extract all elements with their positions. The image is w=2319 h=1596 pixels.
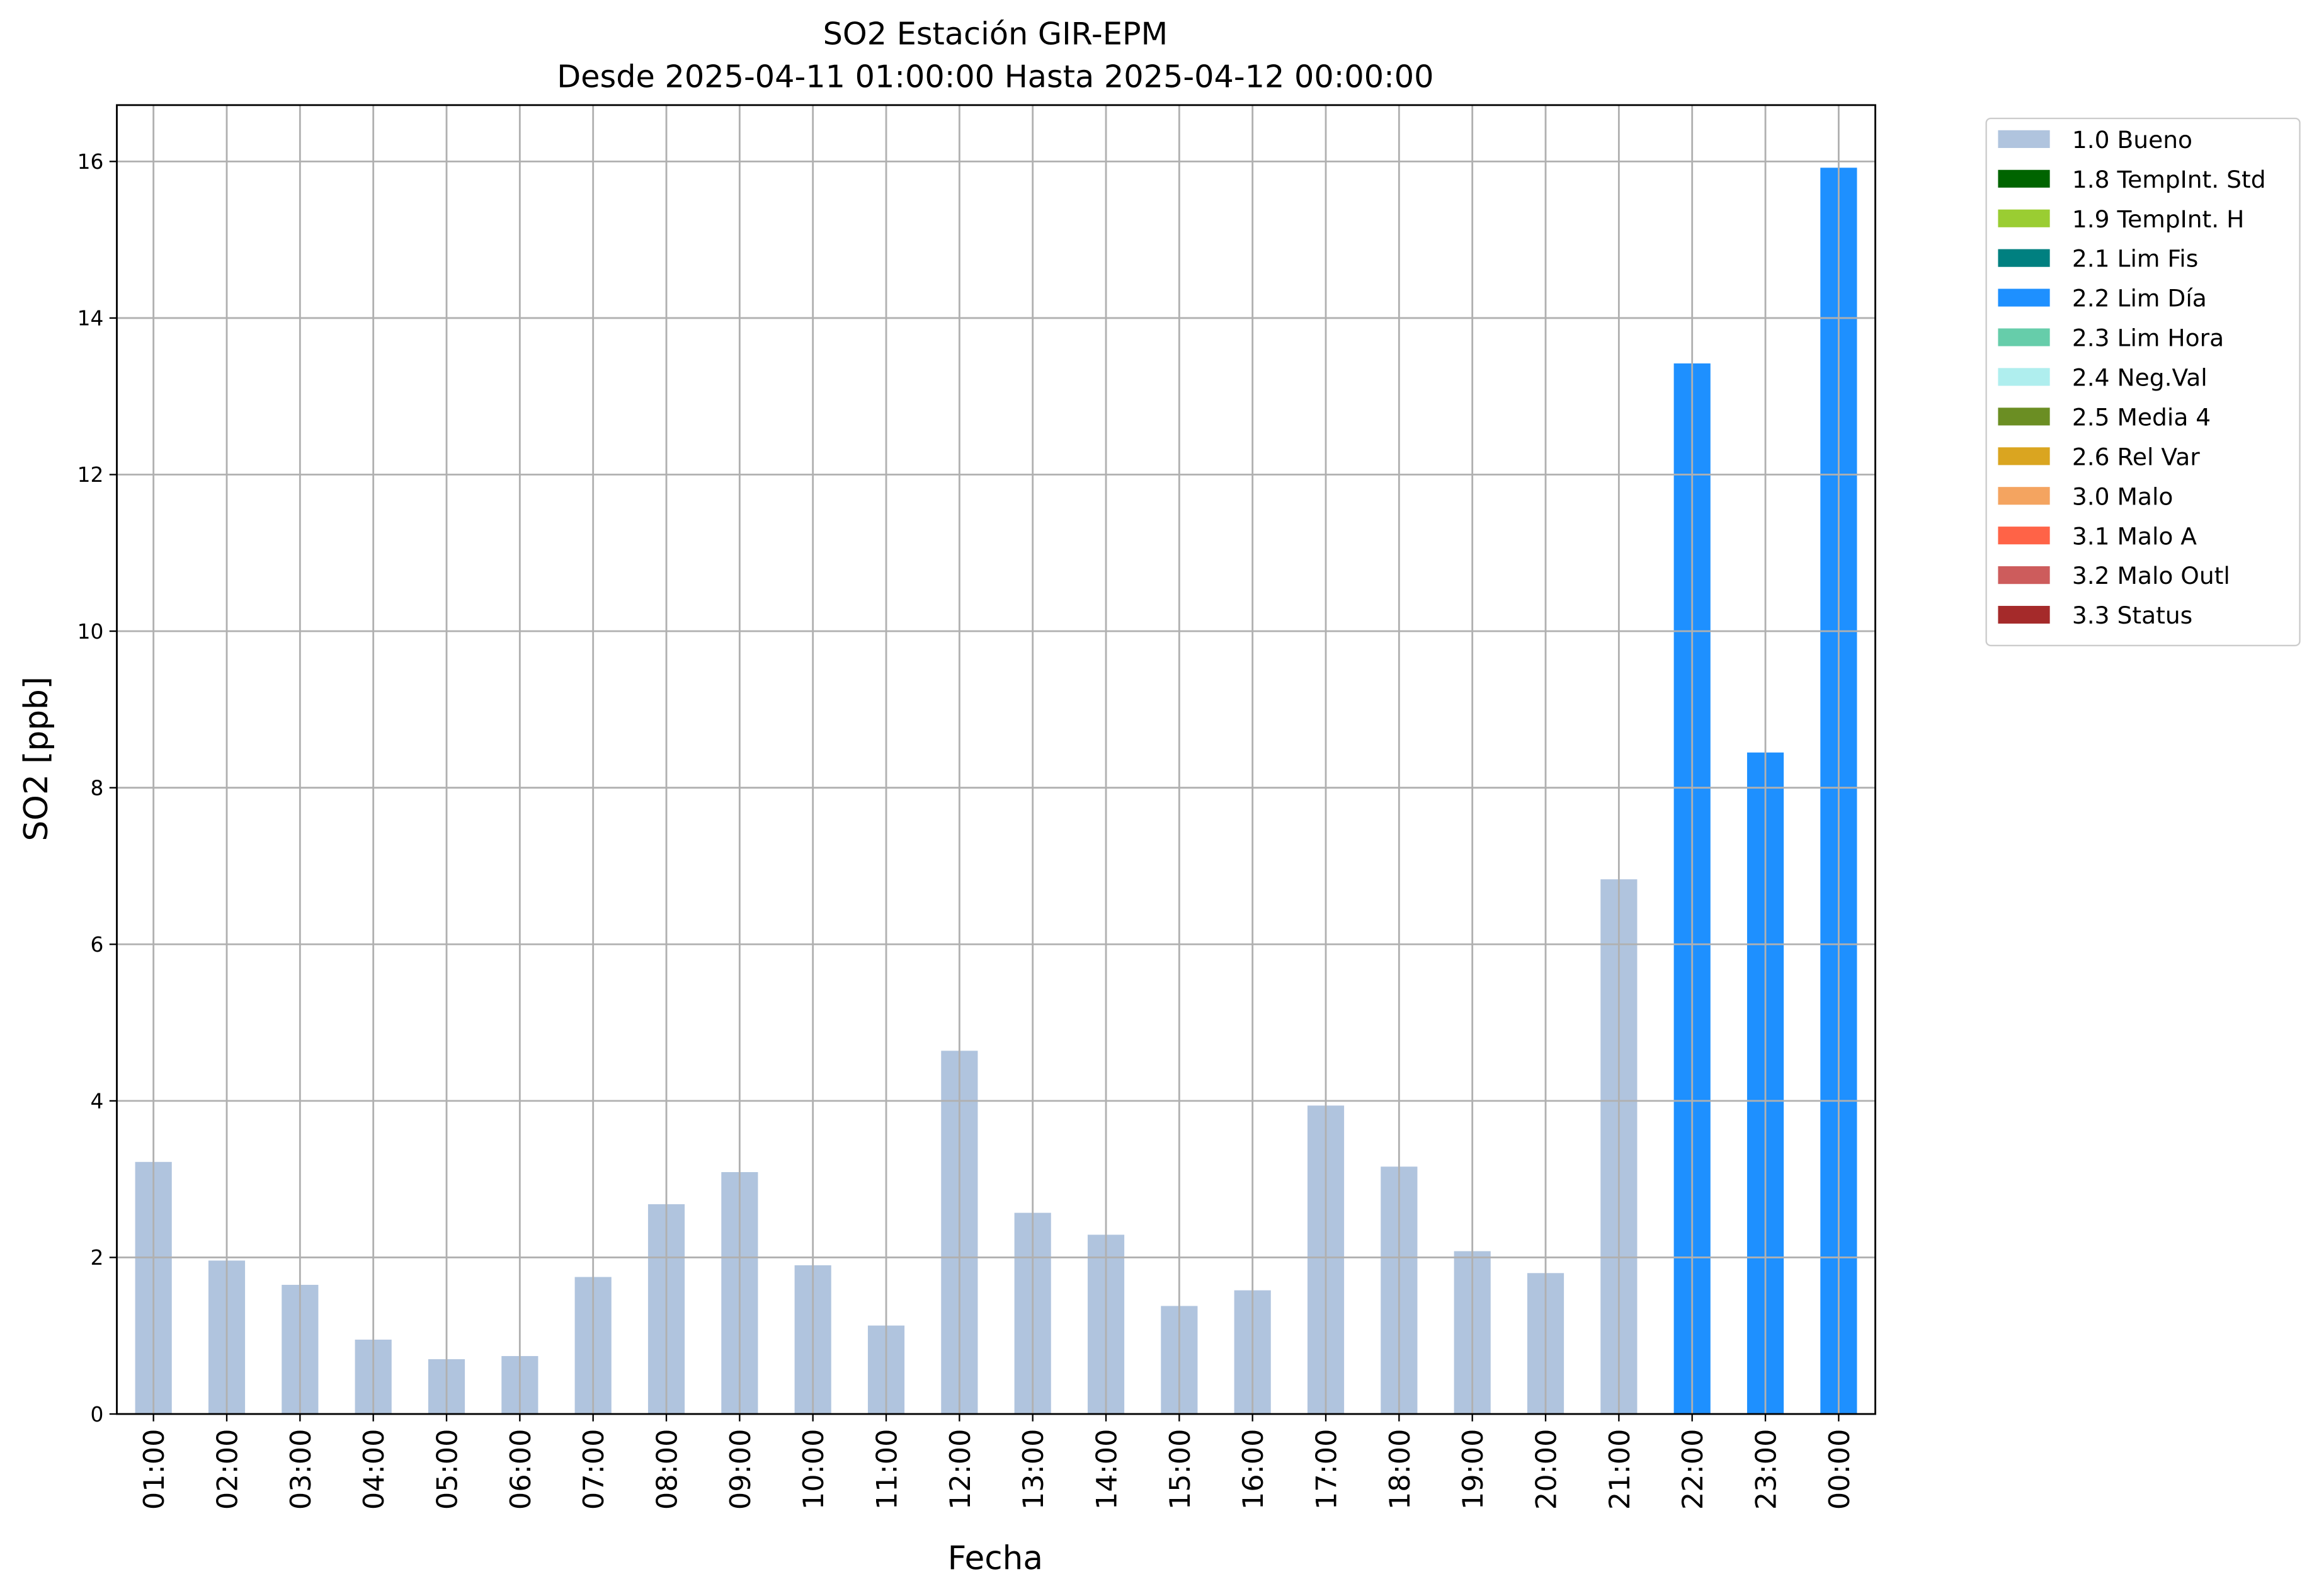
x-tick-label: 19:00 [1457, 1429, 1490, 1510]
chart-subtitle: Desde 2025-04-11 01:00:00 Hasta 2025-04-… [557, 59, 1433, 95]
x-tick-label: 00:00 [1823, 1429, 1856, 1510]
legend-swatch [1998, 527, 2050, 545]
x-tick-label: 22:00 [1677, 1429, 1709, 1510]
x-tick-label: 03:00 [285, 1429, 317, 1510]
x-tick-label: 15:00 [1164, 1429, 1197, 1510]
legend-label: 1.8 TempInt. Std [2072, 166, 2266, 193]
legend-swatch [1998, 249, 2050, 267]
x-tick-label: 08:00 [651, 1429, 683, 1510]
y-axis-label: SO2 [ppb] [18, 676, 55, 841]
legend-swatch [1998, 328, 2050, 346]
y-tick-label: 16 [77, 149, 104, 174]
y-tick-label: 12 [77, 462, 104, 487]
y-tick-label: 6 [90, 932, 103, 957]
legend-swatch [1998, 288, 2050, 307]
x-tick-label: 14:00 [1090, 1429, 1123, 1510]
legend-box [1985, 117, 2301, 647]
legend-label: 2.5 Media 4 [2072, 403, 2211, 431]
legend-swatch [1998, 130, 2050, 148]
x-tick-label: 02:00 [211, 1429, 244, 1510]
y-tick-label: 10 [77, 619, 104, 644]
x-tick-label: 07:00 [578, 1429, 610, 1510]
legend-swatch [1998, 408, 2050, 426]
x-tick-label: 05:00 [431, 1429, 464, 1510]
y-tick-label: 4 [90, 1089, 103, 1114]
legend-label: 1.9 TempInt. H [2072, 205, 2245, 233]
legend-swatch [1998, 209, 2050, 227]
legend-label: 3.0 Malo [2072, 482, 2174, 510]
legend-swatch [1998, 368, 2050, 386]
y-tick-label: 0 [90, 1402, 103, 1427]
legend-label: 3.1 Malo A [2072, 522, 2197, 550]
legend-label: 1.0 Bueno [2072, 126, 2192, 154]
x-tick-label: 20:00 [1530, 1429, 1563, 1510]
x-tick-label: 21:00 [1604, 1429, 1636, 1510]
x-tick-label: 09:00 [724, 1429, 757, 1510]
legend-label: 3.2 Malo Outl [2072, 562, 2230, 590]
legend-label: 3.3 Status [2072, 601, 2192, 629]
chart-title: SO2 Estación GIR-EPM [823, 16, 1168, 52]
legend-label: 2.6 Rel Var [2072, 443, 2200, 470]
plot-frame [116, 104, 1876, 1415]
x-tick-label: 06:00 [504, 1429, 537, 1510]
legend-label: 2.1 Lim Fis [2072, 245, 2198, 273]
legend-swatch [1998, 169, 2050, 188]
x-tick-label: 16:00 [1237, 1429, 1270, 1510]
x-tick-label: 18:00 [1384, 1429, 1416, 1510]
y-tick-label: 8 [90, 775, 103, 800]
legend-label: 2.4 Neg.Val [2072, 364, 2208, 392]
y-tick-label: 14 [77, 306, 104, 331]
x-tick-label: 12:00 [944, 1429, 977, 1510]
y-tick-label: 2 [90, 1245, 103, 1270]
legend-swatch [1998, 487, 2050, 505]
x-tick-label: 10:00 [797, 1429, 830, 1510]
x-axis-label: Fecha [948, 1540, 1043, 1578]
legend-swatch [1998, 566, 2050, 584]
legend-label: 2.2 Lim Día [2072, 285, 2207, 312]
x-tick-label: 13:00 [1017, 1429, 1050, 1510]
x-tick-label: 17:00 [1310, 1429, 1343, 1510]
x-tick-label: 01:00 [138, 1429, 171, 1510]
legend-swatch [1998, 605, 2050, 624]
x-tick-label: 04:00 [358, 1429, 390, 1510]
legend-label: 2.3 Lim Hora [2072, 324, 2224, 352]
x-tick-label: 11:00 [870, 1429, 903, 1510]
x-tick-label: 23:00 [1750, 1429, 1782, 1510]
legend-swatch [1998, 447, 2050, 465]
